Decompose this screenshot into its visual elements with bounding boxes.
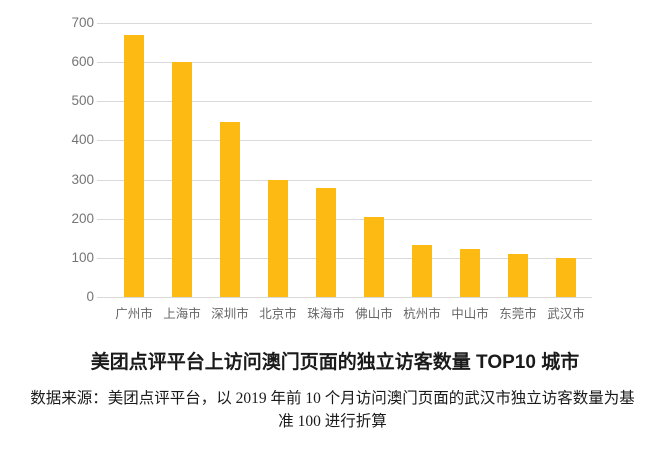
- gridline-100: [97, 257, 592, 259]
- bar: [316, 188, 336, 297]
- x-tick-label: 广州市: [115, 307, 153, 321]
- y-tick-label: 400: [71, 132, 94, 148]
- y-tick-label: 300: [71, 171, 94, 187]
- plot-area: [97, 23, 592, 298]
- y-tick-label: 600: [71, 54, 94, 70]
- x-tick-label: 佛山市: [355, 307, 393, 321]
- bar: [172, 62, 192, 297]
- chart-title: 美团点评平台上访问澳门页面的独立访客数量 TOP10 城市: [90, 352, 580, 373]
- bar: [556, 258, 576, 297]
- x-tick-label: 上海市: [163, 307, 201, 321]
- x-tick-label: 杭州市: [403, 307, 441, 321]
- chart-source-note: 数据来源：美团点评平台，以 2019 年前 10 个月访问澳门页面的武汉市独立访…: [0, 387, 665, 433]
- gridline-200: [97, 218, 592, 220]
- gridline-500: [97, 101, 592, 103]
- bar: [220, 122, 240, 297]
- y-tick-label: 100: [71, 249, 94, 265]
- bar: [508, 254, 528, 297]
- gridline-600: [97, 62, 592, 64]
- x-tick-label: 深圳市: [211, 307, 249, 321]
- bar-chart: 0 100 200 300 400 500 600 700 广州市 上海市 深圳市 北京市 珠海市 佛山…: [71, 15, 592, 321]
- y-tick-label: 700: [71, 15, 94, 30]
- gridline-300: [97, 179, 592, 181]
- x-tick-label: 东莞市: [499, 307, 537, 321]
- x-tick-label: 武汉市: [547, 307, 585, 321]
- x-tick-label: 北京市: [259, 307, 297, 321]
- x-tick-label: 珠海市: [307, 307, 345, 321]
- gridline-0: [97, 297, 592, 298]
- y-tick-label: 0: [86, 289, 94, 304]
- source-note-line-2: 准 100 进行折算: [278, 413, 387, 430]
- y-tick-label: 500: [71, 93, 94, 109]
- bar: [364, 217, 384, 297]
- y-tick-label: 200: [71, 210, 94, 226]
- source-note-line-1: 数据来源：美团点评平台，以 2019 年前 10 个月访问澳门页面的武汉市独立访…: [30, 390, 635, 407]
- bar: [460, 249, 480, 297]
- gridline-400: [97, 140, 592, 142]
- bar: [124, 35, 144, 297]
- bar: [412, 245, 432, 297]
- gridline-700: [97, 23, 592, 24]
- bar: [268, 180, 288, 297]
- x-tick-label: 中山市: [451, 307, 489, 321]
